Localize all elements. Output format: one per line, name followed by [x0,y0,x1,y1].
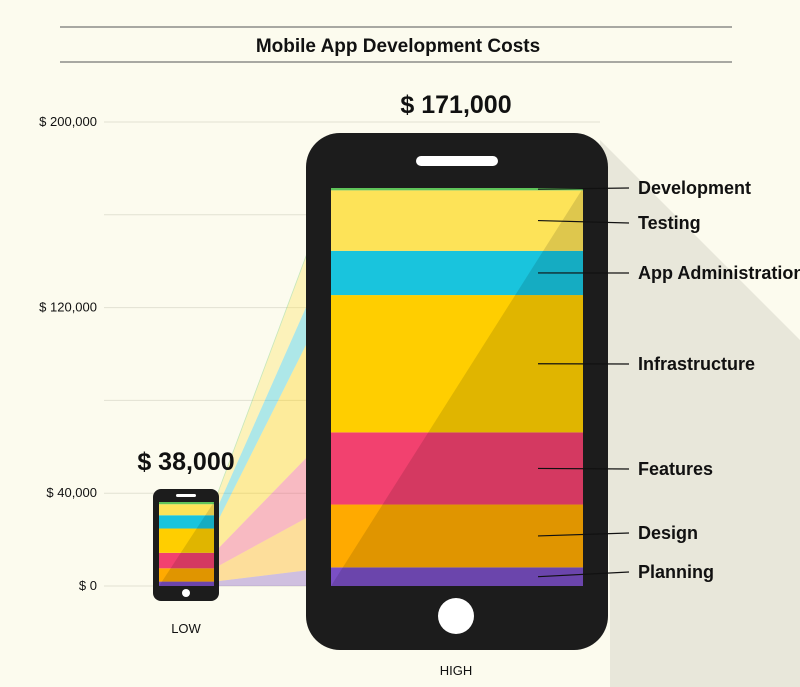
legend-label-design: Design [638,523,698,543]
low-segment-testing [159,504,214,516]
fan-development [214,188,331,505]
chart-title: Mobile App Development Costs [256,36,540,57]
legend-line-development [537,187,630,190]
low-caption: LOW [171,621,201,636]
legend-label-features: Features [638,459,713,479]
legend-line-testing [537,219,630,224]
y-tick-label-2: $ 40,000 [46,485,97,500]
legend-line-planning [537,571,630,578]
y-tick-label-0: $ 200,000 [39,114,97,129]
legend: Planning Design Features Infrastructure App … [537,178,800,582]
phone-shadow [600,140,800,687]
fan-features [214,432,331,569]
fan-infrastructure [214,295,331,553]
legend-line-design [537,532,630,537]
low-total-label: $ 38,000 [137,448,234,476]
low-segment-infrastructure [159,528,214,553]
high-caption: HIGH [440,663,473,678]
fan-design [214,504,331,582]
low-segment-planning [159,581,214,586]
low-segment-app-administration [159,515,214,529]
y-axis-ticks: $ 200,000 $ 120,000 $ 40,000 $ 0 [39,114,97,593]
fan-app-administration [214,250,331,529]
y-tick-label-1: $ 120,000 [39,300,97,315]
low-segment-features [159,552,214,569]
low-segment-development [159,502,214,505]
high-segment-planning [331,567,583,586]
low-segment-design [159,568,214,582]
fan-testing [214,190,331,516]
legend-line-features [537,467,630,470]
y-tick-label-3: $ 0 [79,578,97,593]
low-phone-speaker [176,494,196,497]
high-segment-development [331,188,583,191]
low-stack [159,502,214,586]
high-phone-home-button [438,598,474,634]
legend-label-infrastructure: Infrastructure [638,354,755,374]
high-phone-speaker [416,156,498,166]
connection-fans [214,188,331,586]
low-phone-home-button [182,589,190,597]
high-screen-shade [331,188,583,586]
high-total-label: $ 171,000 [400,91,511,119]
legend-label-app-administration: App Administration [638,263,800,283]
legend-label-planning: Planning [638,562,714,582]
fan-planning [214,567,331,586]
legend-label-testing: Testing [638,213,701,233]
legend-label-development: Development [638,178,751,198]
low-screen-shade [159,502,214,586]
